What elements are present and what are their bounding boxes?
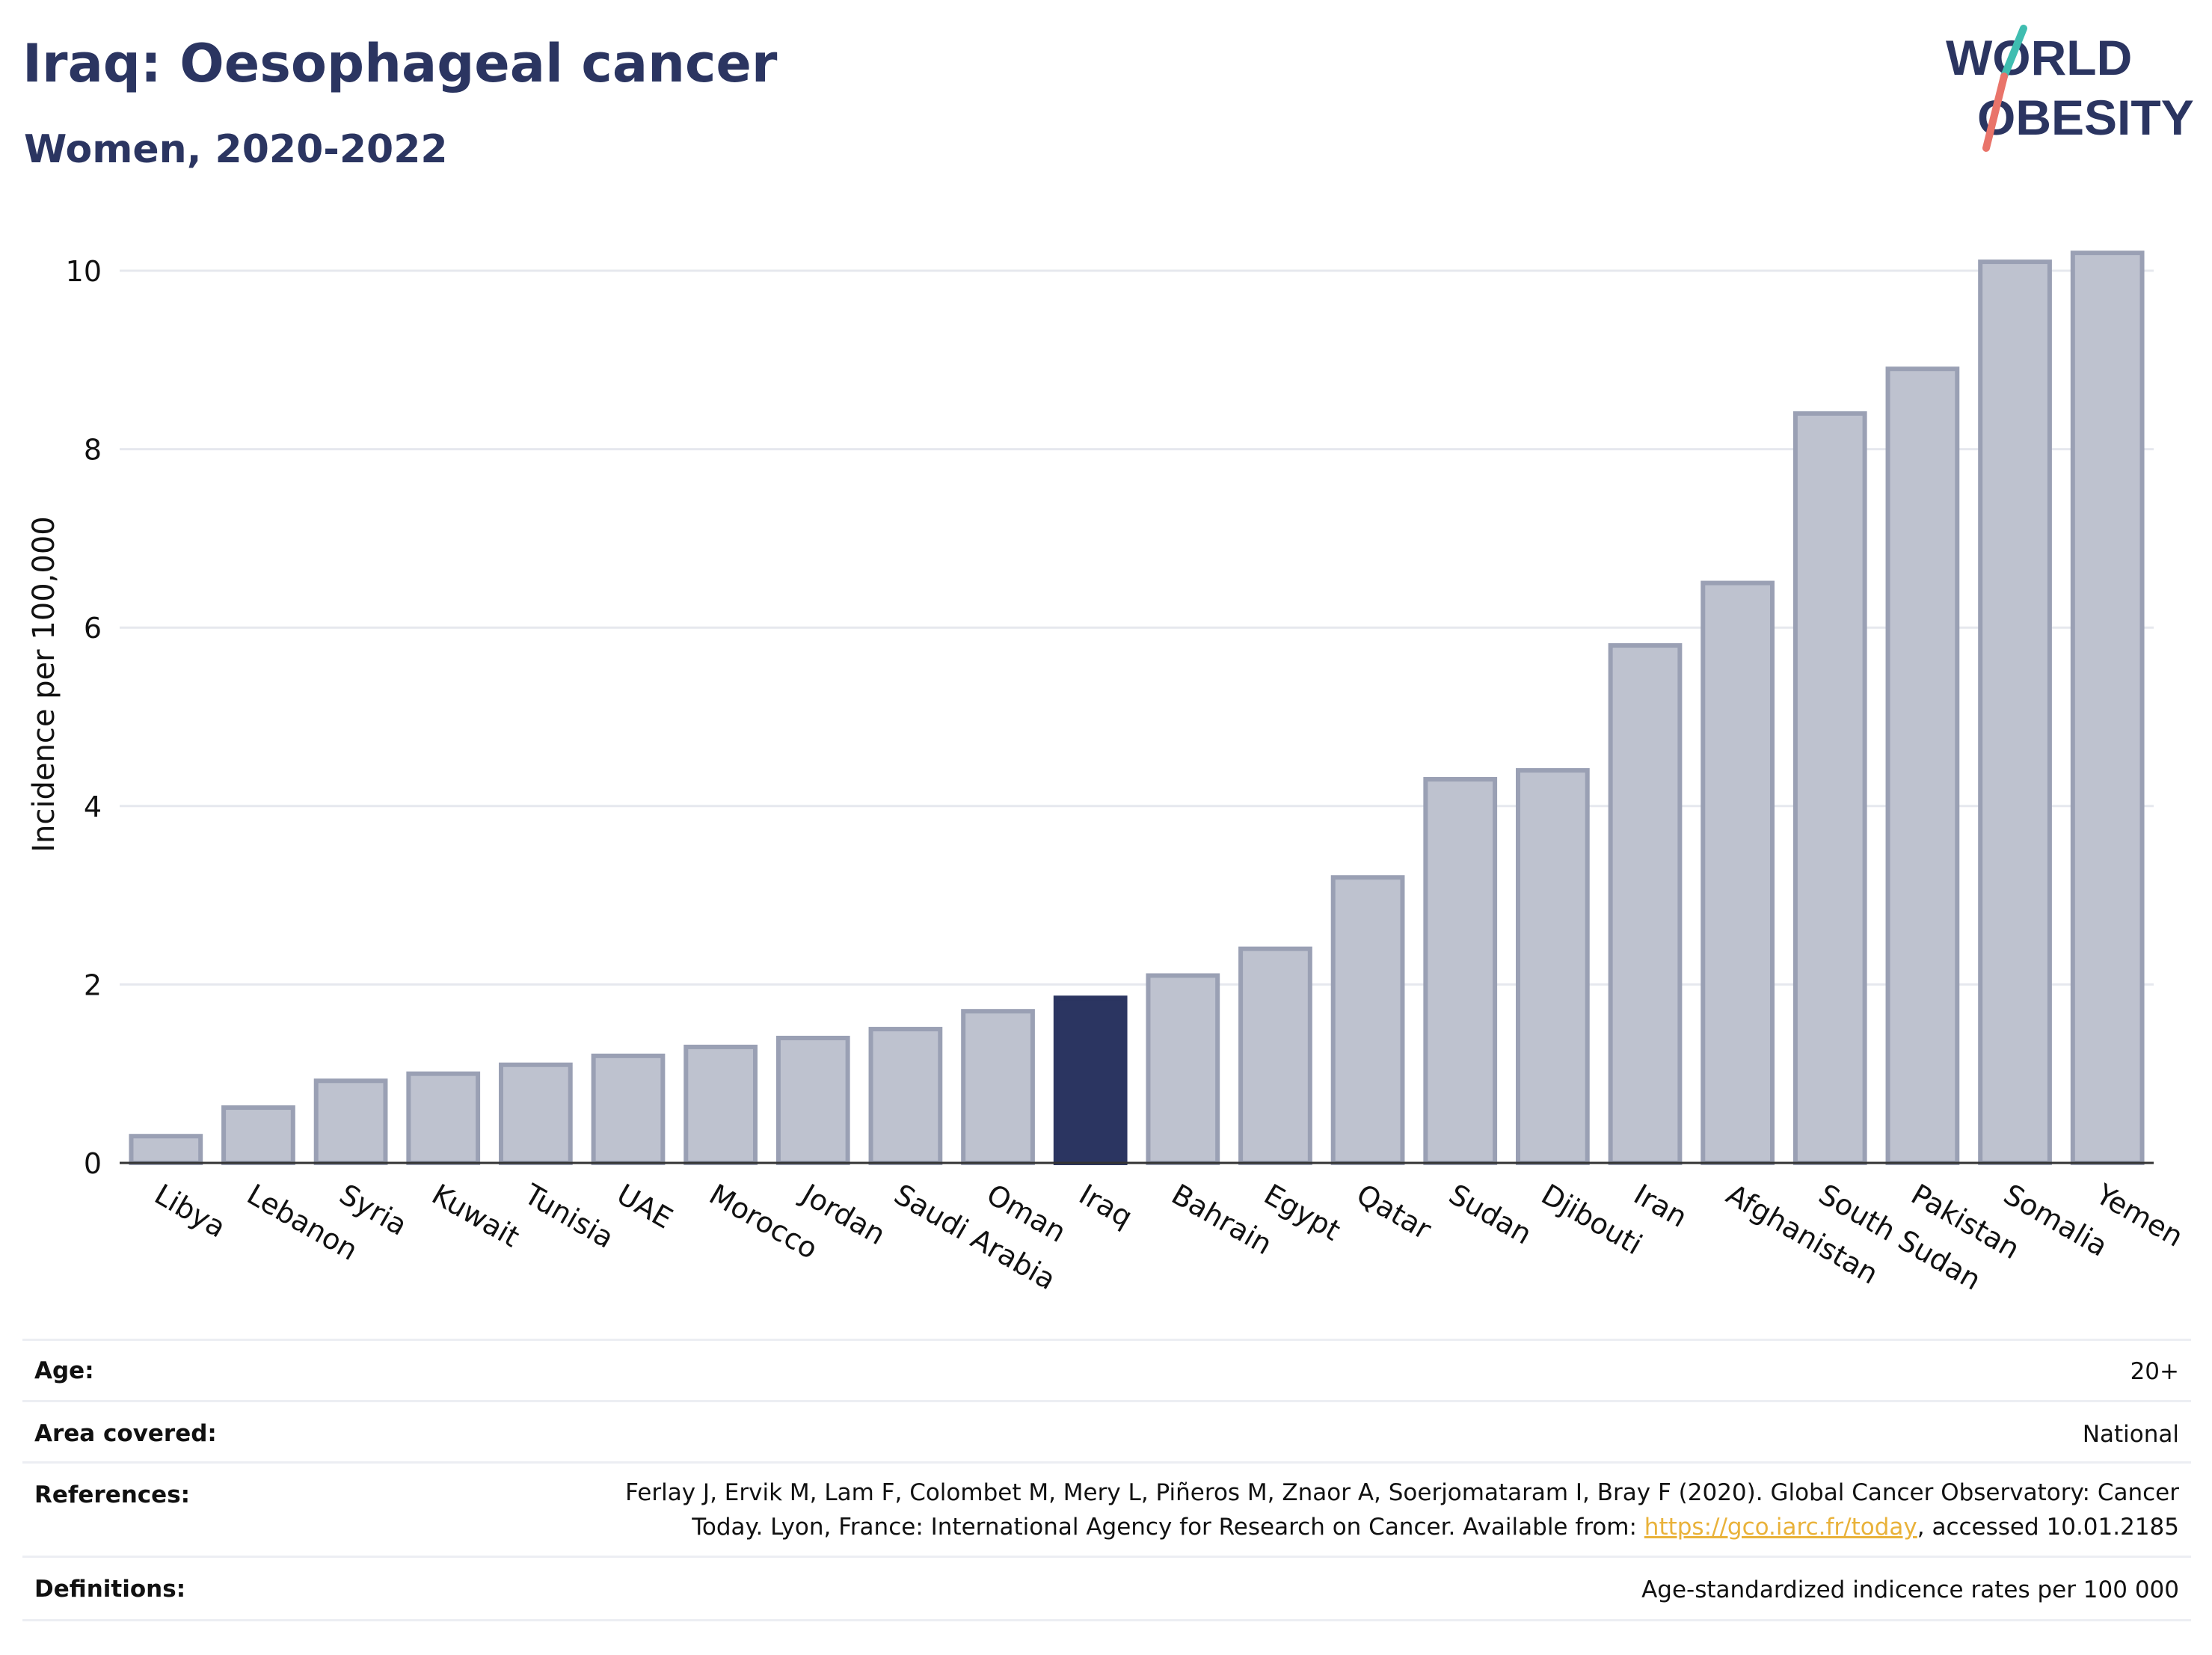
y-tick-label: 2 [84,968,102,1001]
references-line2: Today. Lyon, France: International Agenc… [625,1510,2179,1544]
references-line2-pre: Today. Lyon, France: International Agenc… [692,1514,1644,1541]
area-value: National [2082,1421,2179,1448]
info-row-age: Age: 20+ [22,1339,2191,1402]
bar-iraq [1053,995,1128,1166]
age-value: 20+ [2130,1358,2179,1385]
y-tick-label: 8 [84,434,102,467]
bar-jordan [775,1035,850,1165]
logo-line1: WORLD [1946,30,2132,85]
bar-djibouti [1516,768,1590,1165]
x-tick-label: Kuwait [426,1178,525,1254]
x-tick-label: Djibouti [1536,1178,1648,1262]
x-tick-label: Sudan [1443,1178,1537,1251]
chart-title: Iraq: Oesophageal cancer [22,33,778,94]
info-row-definitions: Definitions: Age-standardized indicence … [22,1556,2191,1621]
bar-qatar [1330,875,1405,1165]
info-row-area: Area covered: National [22,1400,2191,1464]
bar-tunisia [499,1062,573,1166]
bar-libya [129,1134,203,1165]
references-link[interactable]: https://gco.iarc.fr/today [1644,1514,1917,1541]
bar-south-sudan [1792,411,1867,1165]
bar-uae [591,1053,666,1165]
age-label: Age: [34,1357,94,1384]
bar-saudi-arabia [868,1027,943,1166]
definitions-value: Age-standardized indicence rates per 100… [1641,1576,2179,1603]
definitions-label: Definitions: [34,1576,186,1603]
logo-slash-teal [2000,25,2027,80]
y-axis-label: Incidence per 100,000 [27,516,61,853]
bar-bahrain [1146,973,1220,1165]
logo-slash-red [1982,73,2008,152]
x-tick-label: Tunisia [518,1177,619,1255]
bar-oman [961,1009,1035,1165]
references-line1: Ferlay J, Ervik M, Lam F, Colombet M, Me… [625,1479,2179,1506]
bar-yemen [2070,251,2145,1165]
area-label: Area covered: [34,1420,217,1447]
x-tick-label: Bahrain [1166,1178,1277,1262]
logo-line2: OBESITY [1977,90,2194,145]
bar-sudan [1423,777,1498,1165]
bar-syria [313,1078,388,1166]
bar-afghanistan [1701,580,1775,1165]
bar-morocco [683,1044,758,1166]
x-tick-label: Iran [1629,1178,1693,1234]
x-tick-label: Libya [149,1178,231,1244]
references-line2-post: , accessed 10.01.2185 [1917,1514,2179,1541]
bar-egypt [1238,946,1312,1166]
y-tick-label: 0 [84,1147,102,1180]
bar-lebanon [221,1105,295,1166]
y-tick-label: 6 [84,612,102,645]
references-label: References: [34,1481,191,1508]
x-tick-label: UAE [612,1178,678,1235]
y-tick-labels: 0 2 4 6 8 10 [66,255,102,1180]
x-tick-label: Iraq [1074,1178,1138,1234]
bar-pakistan [1885,366,1960,1166]
chart-subtitle: Women, 2020-2022 [24,127,448,172]
bar-somalia [1978,260,2052,1166]
y-tick-label: 4 [84,790,102,823]
bar-kuwait [406,1071,481,1165]
x-tick-label: Qatar [1351,1178,1437,1247]
bar-iran [1608,643,1683,1165]
y-tick-label: 10 [66,255,102,288]
references-value: Ferlay J, Ervik M, Lam F, Colombet M, Me… [625,1476,2179,1544]
world-obesity-logo: WORLD OBESITY [1946,25,2194,152]
info-row-references: References: Ferlay J, Ervik M, Lam F, Co… [22,1461,2191,1558]
bars [129,251,2145,1166]
